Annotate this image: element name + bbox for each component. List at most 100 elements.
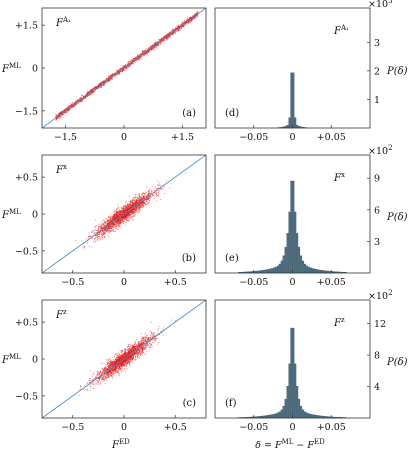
scatter-point	[96, 380, 98, 382]
scatter-point	[110, 230, 112, 232]
scatter-point	[150, 195, 152, 197]
x-tick-label: +1.5	[171, 132, 194, 143]
scatter-point	[106, 231, 108, 233]
scatter-point	[66, 107, 68, 109]
scatter-point	[108, 236, 110, 238]
scatter-point	[144, 196, 146, 198]
scatter-point	[116, 208, 118, 210]
scatter-point	[104, 236, 106, 238]
scatter-point	[111, 73, 113, 75]
scatter-point	[109, 228, 111, 230]
scatter-point	[120, 211, 122, 213]
scatter-point	[142, 196, 144, 198]
scatter-point	[138, 193, 140, 195]
scatter-point	[96, 237, 98, 239]
scatter-point	[120, 207, 122, 209]
scatter-point	[117, 228, 119, 231]
scatter-point	[103, 226, 105, 228]
scatter-point	[169, 35, 171, 37]
scatter-point	[110, 228, 113, 230]
scatter-point	[126, 368, 128, 370]
scatter-point	[125, 206, 127, 208]
scatter-point	[124, 209, 126, 211]
scatter-point	[135, 214, 137, 216]
scatter-point	[111, 212, 113, 214]
scatter-point	[150, 196, 152, 199]
scatter-point	[154, 186, 156, 188]
scatter-point	[88, 232, 90, 234]
scatter-point	[113, 210, 116, 212]
scatter-point	[143, 55, 145, 57]
scatter-point	[85, 238, 88, 240]
scatter-point	[73, 102, 75, 104]
scatter-point	[145, 200, 148, 202]
scatter-point	[128, 207, 130, 209]
scatter-point	[116, 224, 118, 227]
scatter-point	[142, 191, 144, 194]
scatter-point	[132, 63, 134, 65]
scatter-point	[175, 31, 177, 33]
scatter-point	[145, 203, 147, 205]
scatter-point	[56, 114, 58, 116]
scatter-point	[121, 218, 123, 220]
scatter-point	[99, 237, 101, 239]
scatter-point	[111, 220, 113, 222]
scatter-point	[119, 214, 122, 216]
scatter-point	[146, 198, 148, 200]
scatter-point	[158, 39, 160, 41]
scatter-point	[121, 221, 123, 223]
scatter-point	[91, 231, 94, 233]
scatter-point	[176, 25, 178, 27]
x-tick-label: 0	[121, 277, 127, 288]
scatter-point	[95, 232, 98, 234]
scatter-point	[134, 57, 136, 59]
scatter-point	[142, 50, 144, 53]
scatter-point	[108, 220, 110, 222]
scatter-point	[132, 200, 134, 202]
scatter-point	[126, 214, 128, 216]
scatter-point	[127, 208, 129, 210]
scatter-point	[125, 64, 127, 66]
y-axis-label: FML	[1, 62, 21, 75]
scatter-point	[131, 204, 134, 207]
scatter-point	[97, 239, 99, 241]
scatter-point	[83, 97, 85, 99]
scatter-point	[80, 101, 82, 103]
scatter-point	[103, 219, 105, 221]
scatter-point	[114, 215, 116, 217]
scatter-point	[122, 209, 124, 211]
scatter-point	[128, 195, 130, 197]
scatter-point	[100, 86, 102, 88]
scatter-point	[138, 357, 140, 359]
scatter-point	[138, 210, 140, 212]
scatter-point	[91, 88, 93, 90]
scatter-point	[164, 192, 166, 194]
scatter-point	[173, 28, 175, 30]
scatter-point	[101, 235, 103, 237]
scatter-point	[111, 78, 113, 80]
scatter-point	[148, 47, 150, 49]
scatter-point	[128, 216, 130, 219]
scatter-point	[134, 58, 136, 60]
scatter-point	[126, 349, 128, 351]
scatter-point	[108, 75, 110, 77]
scatter-point	[132, 219, 134, 221]
scatter-point	[98, 223, 100, 225]
scatter-point	[120, 227, 122, 229]
scatter-point	[114, 230, 116, 232]
scatter-point	[105, 228, 107, 230]
scatter-point	[61, 116, 63, 118]
scatter-point	[123, 207, 125, 209]
scatter-point	[104, 224, 106, 226]
scatter-point	[130, 202, 133, 204]
scatter-point	[104, 82, 107, 84]
scatter-point	[112, 224, 114, 226]
scatter-point	[191, 20, 193, 22]
scatter-point	[101, 228, 103, 230]
scatter-point	[70, 104, 72, 106]
scatter-point	[97, 236, 99, 238]
scatter-point	[145, 54, 147, 56]
scatter-point	[113, 219, 115, 221]
scatter-point	[110, 226, 113, 228]
scatter-point	[117, 207, 119, 209]
